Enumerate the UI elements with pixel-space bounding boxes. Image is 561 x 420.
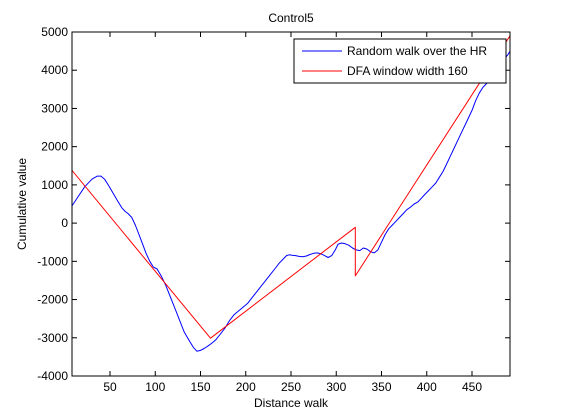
x-tick-label: 250 [281,380,301,394]
y-tick-label: 0 [61,216,68,230]
legend: Random walk over the HR DFA window width… [293,38,507,84]
x-tick-label: 400 [417,380,437,394]
legend-label-dfa: DFA window width 160 [347,64,468,78]
y-axis-title: Cumulative value [15,158,29,250]
x-tick-label: 200 [236,380,256,394]
x-axis-title: Distance walk [254,396,329,410]
ticks-layer: 50 100 150 200 250 300 350 400 450 -4000 -3000 -200… [37,25,510,394]
x-tick-label: 450 [462,380,482,394]
x-tick-label: 100 [145,380,165,394]
series-line-random-walk [72,50,510,352]
legend-box [293,38,507,84]
x-tick-label: 50 [103,380,117,394]
plot-area [72,32,510,376]
y-tick-label: 1000 [41,178,68,192]
series-line-dfa [72,35,510,339]
y-tick-label: -2000 [37,293,68,307]
y-tick-label: 4000 [41,63,68,77]
y-tick-label: -4000 [37,369,68,383]
x-tick-label: 150 [190,380,210,394]
series-layer [72,35,510,352]
legend-label-random-walk: Random walk over the HR [347,44,487,58]
chart-title: Control5 [268,11,314,25]
y-tick-label: -3000 [37,331,68,345]
y-tick-label: -1000 [37,254,68,268]
y-tick-label: 5000 [41,25,68,39]
x-tick-label: 350 [371,380,391,394]
x-tick-label: 300 [326,380,346,394]
y-tick-label: 3000 [41,101,68,115]
y-tick-label: 2000 [41,140,68,154]
